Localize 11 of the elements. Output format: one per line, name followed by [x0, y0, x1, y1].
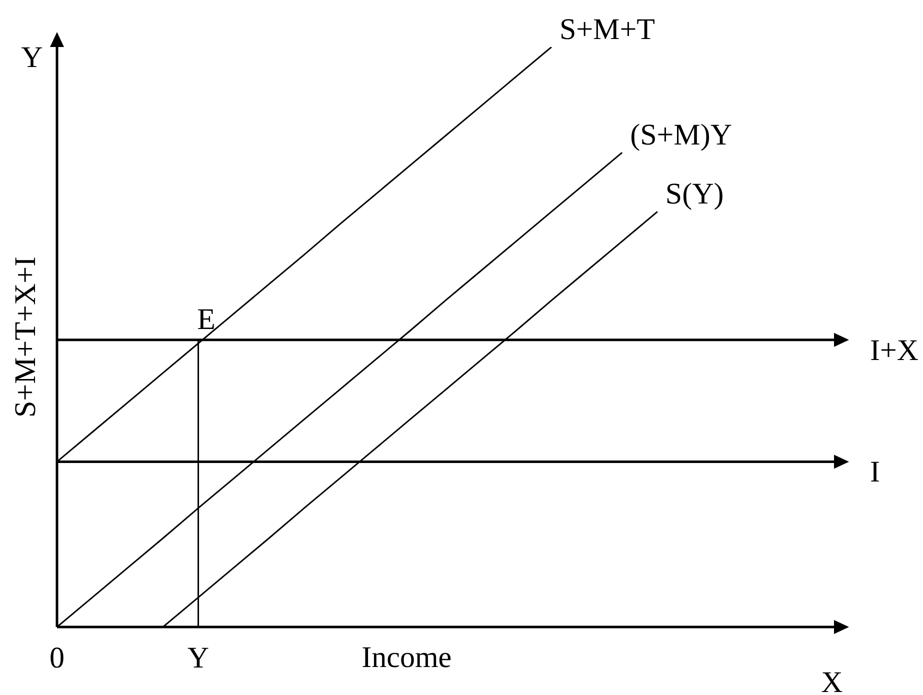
text: Y	[21, 41, 43, 74]
annotation: E	[197, 302, 216, 336]
text: X	[821, 666, 844, 695]
series-label: (S+M)Y	[630, 118, 732, 152]
x-axis-title: Income	[362, 641, 452, 674]
x-tick-label: 0	[50, 641, 64, 674]
series-label: S(Y)	[665, 178, 724, 211]
series-label: S+M+T	[559, 13, 655, 46]
series-label: I+X	[870, 334, 919, 367]
series-label: I	[870, 456, 880, 489]
y-axis-title: S+M+T+X+I	[9, 256, 42, 418]
